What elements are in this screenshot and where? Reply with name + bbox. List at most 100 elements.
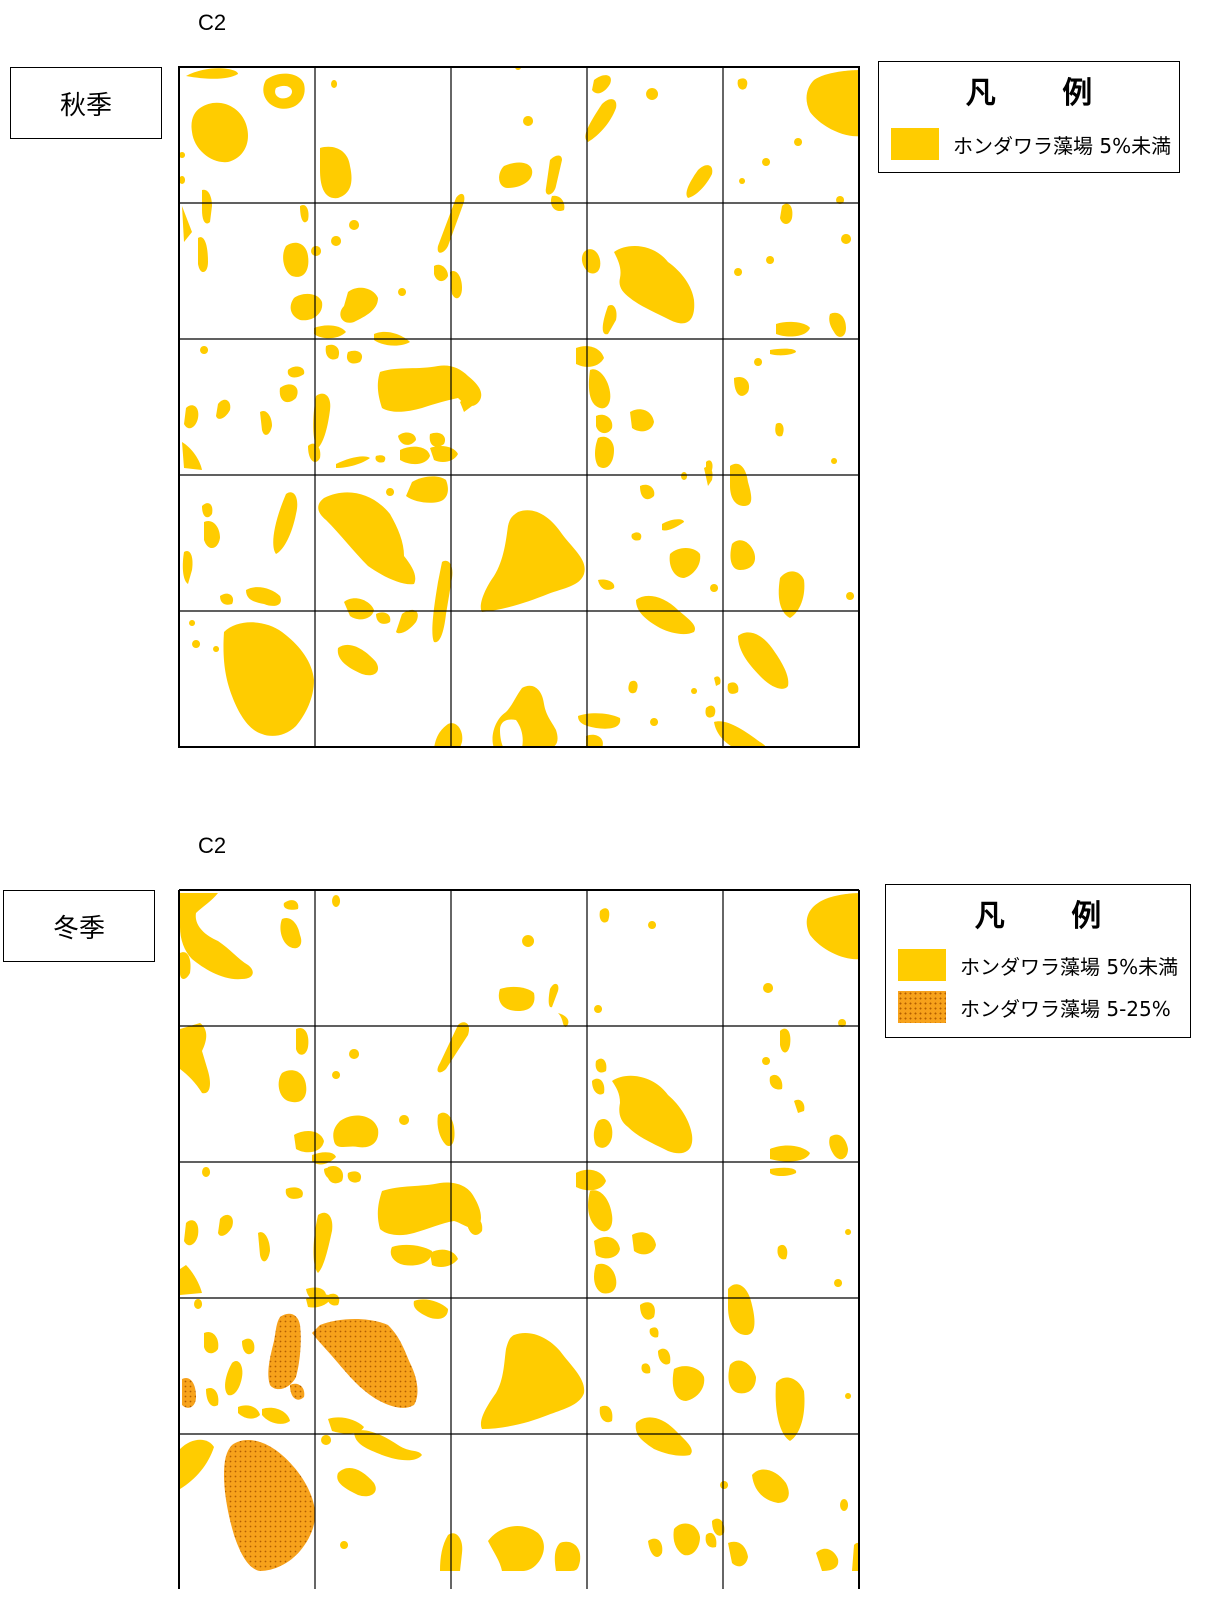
patch [523,116,534,126]
patch [554,1541,581,1571]
patch [632,1232,656,1255]
patch [631,532,642,541]
patch [376,612,391,624]
patch [346,350,363,364]
patch [586,734,603,748]
patch [669,548,701,578]
patch [578,713,621,729]
patch [182,442,202,470]
patch [737,78,748,90]
patch [182,550,193,584]
patch [714,721,766,748]
patch [308,443,321,462]
patch [588,369,611,409]
patch [630,409,654,432]
patch [777,1244,788,1260]
patch [413,1299,448,1319]
patch [612,1075,693,1154]
patch [216,399,231,419]
patch [846,592,855,600]
patch [728,1284,755,1335]
patch [594,1005,603,1013]
patch [189,620,196,626]
patch [220,593,234,605]
patch [594,1236,620,1259]
patch [313,1212,333,1273]
patch [636,595,696,635]
patch [836,196,845,204]
patch [429,432,446,447]
patch [327,1293,340,1306]
patch [650,718,659,726]
patch [640,1302,655,1320]
patch [845,1229,852,1235]
patch [294,1131,324,1153]
patch [598,579,615,590]
patch [775,1377,805,1441]
patch [287,366,305,378]
season-label-autumn: 秋季 [59,90,112,121]
patch [278,1070,307,1103]
patch [434,723,463,748]
patch [386,488,395,496]
patch [377,365,482,412]
patch [599,908,610,923]
patch-dense [182,1377,196,1408]
patch [705,705,716,718]
patch [829,1134,848,1160]
patch [704,466,713,486]
patch [202,189,212,224]
patch [686,165,713,198]
patch [246,587,281,606]
patch [738,632,789,689]
patch [179,152,186,158]
patch [182,206,192,242]
season-box-autumn: 秋季 [10,67,162,139]
legend-title-autumn: 凡 例 [965,76,1121,111]
patch [202,1167,211,1177]
patch [775,422,784,437]
patch [595,436,614,469]
patch [328,1417,364,1434]
patch [599,1405,613,1423]
patch [596,414,613,434]
patch [311,246,322,256]
patch [778,571,805,618]
patch [816,1548,839,1571]
legend-item-mid-cover: ホンダワラ藻場 5-25% [898,991,1171,1023]
patch [437,1112,455,1147]
patch [770,1145,810,1162]
patch [646,88,659,100]
patch [628,680,638,694]
patch [641,1363,651,1374]
patch [754,358,763,366]
patch [712,1518,725,1536]
patch [576,1169,606,1191]
patch [794,138,803,146]
patch [776,321,810,337]
patch [179,893,253,980]
patch [492,685,558,748]
patch [728,1541,748,1567]
patch [595,1058,607,1073]
patch [312,1152,336,1165]
patch [344,598,374,620]
patch [840,1499,849,1511]
patch [841,234,852,244]
patch [186,68,238,79]
season-label-winter: 冬季 [52,913,105,944]
patch [180,952,191,979]
patch-dense [268,1313,301,1390]
patch [480,510,585,612]
patch [545,155,562,195]
patch [734,376,750,396]
patch [204,520,220,549]
patch [390,1244,432,1266]
patch [640,484,655,500]
patch [296,1027,309,1055]
patch [283,242,309,277]
patch [762,1057,771,1065]
patch [325,344,340,360]
patch [225,1360,243,1396]
patch [331,80,338,88]
